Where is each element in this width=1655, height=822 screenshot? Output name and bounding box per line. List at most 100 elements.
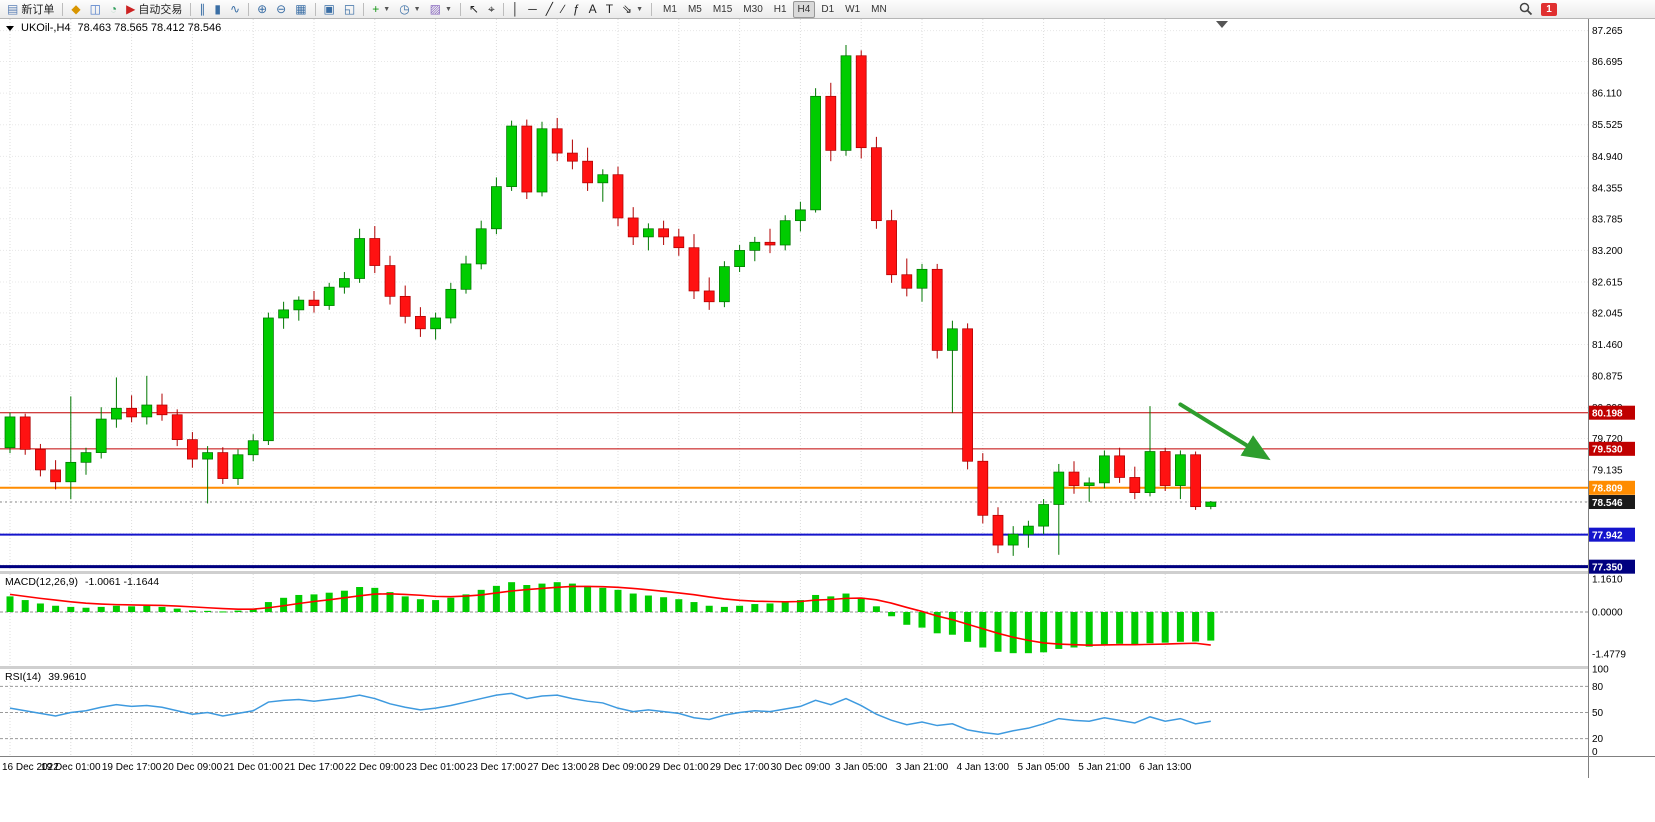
macd-histogram-bar (1131, 612, 1139, 645)
periods-icon-button[interactable]: ◷ ▼ (395, 0, 424, 18)
timeframe-button-m1[interactable]: M1 (663, 3, 677, 15)
price-axis-label: 83.200 (1592, 246, 1623, 257)
panel-splitter[interactable] (0, 571, 1655, 574)
macd-histogram-bar (416, 599, 424, 612)
candle-body (1038, 504, 1049, 527)
text-icon-button[interactable]: A (585, 0, 601, 18)
toolbar: ▤ 新订单 ◆ ◫ ◔ ▶ 自动交易 ∥ ▮ ∿ ⊕ ⊖ ▦ ▣ ◱ + ▼ ◷ ▼ ▨ ▼ ↖ ⌖ │ ─ ╱ ∕ ƒ A T ⇘ ▼ M1… (0, 0, 1655, 19)
line-chart-icon-button[interactable]: ∿ (226, 0, 244, 18)
timeframe-button-d1[interactable]: D1 (821, 3, 835, 15)
vertical-line-icon-button[interactable]: │ (508, 0, 524, 18)
time-axis-label: 23 Dec 17:00 (467, 762, 527, 773)
candle-body (825, 95, 837, 151)
macd-histogram-bar (1024, 612, 1032, 654)
panel-splitter[interactable] (0, 666, 1655, 669)
indicators-icon-button[interactable]: + ▼ (368, 0, 394, 18)
macd-histogram-bar (705, 605, 713, 612)
macd-histogram-bar (888, 612, 896, 617)
auto-trading-button[interactable]: ▶ 自动交易 (122, 0, 186, 18)
rsi-axis-label: 20 (1592, 734, 1604, 745)
macd-histogram-bar (234, 610, 242, 612)
cursor-icon-button[interactable]: ↖ (465, 0, 483, 18)
macd-histogram-bar (462, 594, 470, 612)
macd-histogram-bar (356, 587, 364, 612)
price-badge (1589, 495, 1635, 510)
toolbar-separator (314, 2, 316, 16)
horizontal-line-icon-glyph: ─ (528, 2, 537, 16)
horizontal-line-objects[interactable] (0, 412, 1588, 569)
crosshair-icon-button[interactable]: ⌖ (484, 0, 499, 18)
templates-icon-button[interactable]: ▨ ▼ (426, 0, 456, 18)
zoom-out-icon-button[interactable]: ⊖ (272, 0, 290, 18)
candle-body (567, 152, 578, 162)
toolbar-separator (651, 2, 653, 16)
candle-body (1205, 501, 1217, 507)
timeframe-button-m15[interactable]: M15 (712, 3, 733, 15)
navigator-icon-button[interactable]: ◔ (106, 0, 121, 18)
arrows-icon-button[interactable]: ⇘ ▼ (618, 0, 647, 18)
chart-canvas[interactable]: 87.265 86.695 86.110 85.525 84.940 84.355 83.7… (0, 19, 1655, 822)
trendline-icon-button[interactable]: ╱ (542, 0, 557, 18)
candle-body (217, 452, 229, 479)
timeframe-button-m5[interactable]: M5 (687, 3, 702, 15)
candle-body (35, 448, 46, 471)
candle-body (1114, 455, 1125, 478)
price-axis-label: 82.045 (1592, 308, 1623, 319)
candle-body (779, 220, 791, 246)
candle-body (171, 414, 183, 440)
candlestick-series (4, 44, 1217, 556)
timeframe-button-mn[interactable]: MN (871, 3, 887, 15)
horizontal-line-icon-button[interactable]: ─ (524, 0, 541, 18)
candle-body (308, 299, 320, 306)
macd-values: -1.0061 -1.1644 (84, 576, 160, 588)
timeframe-button-h4[interactable]: H4 (792, 0, 816, 18)
macd-histogram-bar (36, 603, 44, 612)
macd-histogram-bar (553, 582, 561, 612)
candle-body (977, 460, 989, 516)
timeframe-button-w1[interactable]: W1 (845, 3, 861, 15)
candle-body (764, 241, 776, 246)
cursor-icon-glyph: ↖ (468, 2, 479, 16)
candle-body (491, 186, 502, 230)
fibonacci-icon-button[interactable]: ƒ (569, 0, 584, 18)
chevron-down-icon[interactable]: ▼ (413, 5, 421, 13)
macd-histogram-bar (432, 600, 440, 612)
chart-header: UKOil-,H4 78.463 78.565 78.412 78.546 (6, 22, 221, 34)
auto-scroll-icon-button[interactable]: ▣ (320, 0, 339, 18)
timeframe-button-m30[interactable]: M30 (743, 3, 763, 15)
bar-chart-icon-button[interactable]: ∥ (195, 0, 209, 18)
market-watch-icon-button[interactable]: ◆ (67, 0, 84, 18)
chart-shift-icon-button[interactable]: ◱ (340, 0, 359, 18)
search-icon[interactable] (1519, 2, 1533, 16)
macd-histogram-bar (67, 606, 75, 612)
one-click-trading-toggle[interactable] (6, 25, 14, 31)
text-label-icon-glyph: T (605, 2, 614, 16)
candle-body (369, 238, 381, 266)
text-label-icon-button[interactable]: T (602, 0, 617, 18)
tile-windows-icon-button[interactable]: ▦ (291, 0, 310, 18)
candle-body (323, 286, 335, 306)
candle-body (1099, 455, 1110, 484)
trend-arrow-object[interactable] (1178, 402, 1271, 461)
new-order-button[interactable]: ▤ 新订单 (3, 0, 58, 18)
new-order-glyph: ▤ (7, 2, 19, 16)
price-axis-label: 79.135 (1592, 466, 1623, 477)
zoom-in-icon-button[interactable]: ⊕ (253, 0, 271, 18)
chevron-down-icon[interactable]: ▼ (444, 5, 452, 13)
timeframe-button-h1[interactable]: H1 (773, 3, 787, 15)
candle-body (1175, 454, 1186, 486)
data-window-icon-button[interactable]: ◫ (86, 0, 105, 18)
chart-objects[interactable] (1178, 21, 1271, 461)
equidistant-channel-icon-button[interactable]: ∕ (558, 0, 568, 18)
chevron-down-icon[interactable]: ▼ (383, 5, 391, 13)
candlestick-chart-icon-button[interactable]: ▮ (210, 0, 225, 18)
price-badge (1589, 559, 1635, 574)
time-axis-label: 21 Dec 01:00 (223, 762, 283, 773)
chart-shift-marker[interactable] (1216, 21, 1228, 28)
price-axis-label: 81.460 (1592, 340, 1623, 351)
time-axis-label: 28 Dec 09:00 (588, 762, 648, 773)
macd-histogram-bar (371, 587, 379, 612)
chevron-down-icon[interactable]: ▼ (636, 5, 644, 13)
macd-histogram-bar (477, 589, 485, 612)
notification-badge[interactable]: 1 (1541, 2, 1557, 16)
